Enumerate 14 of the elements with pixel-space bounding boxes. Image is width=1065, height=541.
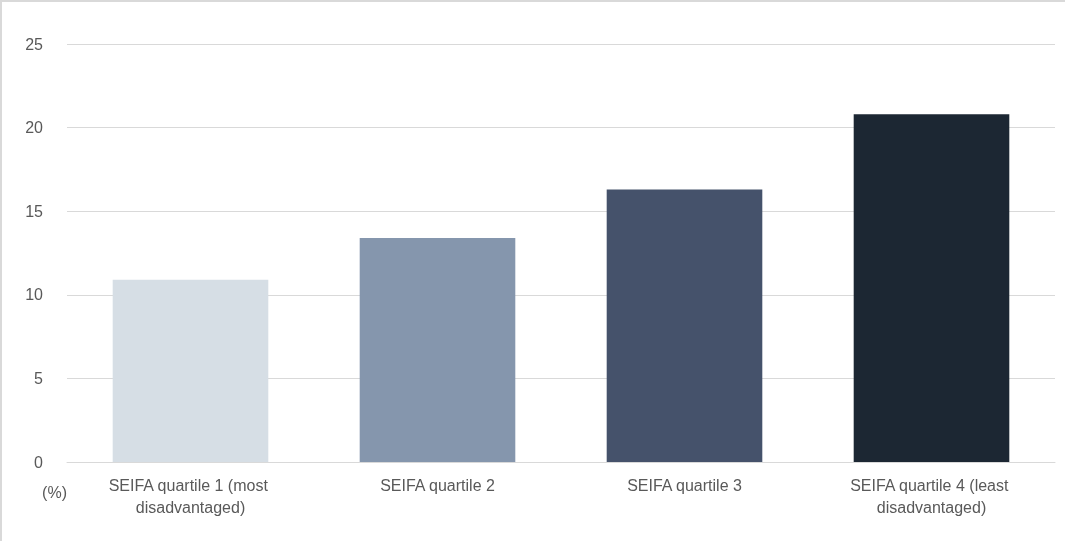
y-tick-label: 15: [25, 202, 44, 220]
x-tick-label: SEIFA quartile 2: [380, 476, 495, 494]
y-tick-label: 10: [25, 286, 44, 304]
x-tick-label: SEIFA quartile 4 (least disadvantaged): [850, 476, 1013, 516]
bar: [853, 114, 1010, 462]
y-tick-label: 25: [25, 35, 44, 53]
y-tick-label: 20: [25, 119, 44, 137]
y-tick-label: 0: [34, 453, 44, 471]
x-tick-label: SEIFA quartile 1 (most disadvantaged): [108, 476, 273, 516]
x-tick-label: SEIFA quartile 3: [627, 476, 742, 494]
bar: [359, 237, 516, 462]
y-axis-title: (%): [42, 483, 67, 501]
y-tick-label: 5: [34, 369, 44, 387]
bar: [606, 189, 763, 462]
